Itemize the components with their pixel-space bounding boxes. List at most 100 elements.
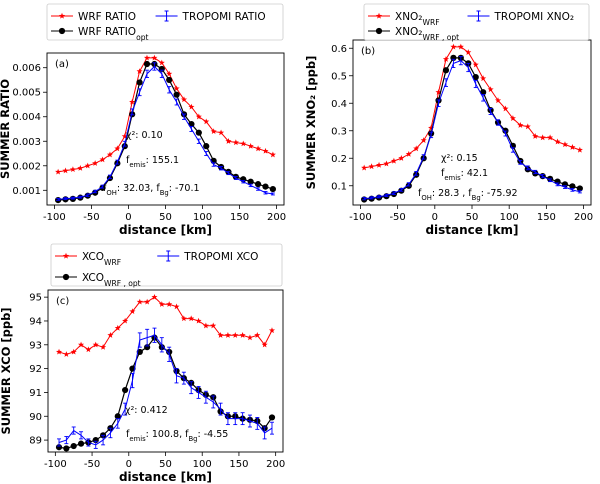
legend-entry: TROPOMI XNO₂: [467, 10, 574, 23]
x-tick-label: -50: [389, 212, 405, 223]
data-point: [195, 129, 202, 136]
legend: XCOWRF XCOWRF , opt TROPOMI XCO: [50, 243, 283, 288]
data-point: [114, 145, 121, 152]
data-point: [63, 351, 70, 357]
data-point: [240, 140, 247, 147]
data-point: [63, 445, 70, 452]
data-point: [524, 123, 531, 130]
data-point: [268, 414, 276, 421]
y-tick-label: 0.5: [331, 71, 347, 82]
data-point: [77, 440, 85, 447]
data-point: [502, 105, 509, 112]
data-point: [202, 322, 209, 329]
data-point: [232, 332, 239, 338]
legend-entry: XNO₂WRF: [368, 11, 440, 27]
annotation: fOH: 28.3 , fBg: -75.92: [418, 188, 518, 202]
panel-label: (a): [55, 59, 69, 70]
legend-label: XNO₂WRF: [395, 11, 440, 27]
data-point: [361, 164, 368, 171]
data-point: [143, 54, 151, 61]
y-tick-label: 0.6: [331, 44, 347, 55]
data-point: [218, 129, 225, 136]
data-point: [224, 332, 231, 338]
series-line: [364, 60, 580, 200]
legend-swatch-marker: [62, 252, 70, 259]
data-point: [517, 122, 524, 128]
x-axis-label: distance [km]: [119, 223, 212, 237]
data-point: [262, 147, 269, 154]
data-point: [232, 139, 239, 146]
y-tick-label: 0.005: [12, 88, 41, 99]
data-point: [472, 74, 479, 81]
data-point: [398, 155, 405, 161]
data-point: [129, 308, 136, 315]
data-point: [203, 143, 210, 150]
data-point: [217, 332, 224, 338]
x-tick-label: 50: [159, 459, 172, 470]
data-point: [129, 98, 136, 105]
annotation: χ²: 0.15: [441, 153, 478, 164]
y-axis-label: SUMMER XNO₂ [ppb]: [304, 56, 318, 190]
data-point: [210, 322, 217, 329]
x-tick-label: 0: [125, 212, 131, 223]
series-1: [55, 293, 276, 357]
x-tick-label: 150: [230, 212, 249, 223]
x-tick-label: 50: [159, 212, 172, 223]
legend-entry: TROPOMI RATIO: [155, 10, 266, 23]
x-tick-label: -50: [84, 459, 100, 470]
data-point: [151, 293, 158, 300]
data-point: [390, 157, 397, 164]
data-point: [195, 113, 202, 120]
x-tick-label: -50: [83, 212, 99, 223]
y-tick-label: 0.2: [331, 154, 347, 165]
data-point: [78, 341, 85, 348]
y-tick-label: 94: [29, 316, 42, 327]
legend-label: XCOWRF , opt: [82, 272, 141, 288]
data-point: [494, 97, 502, 104]
y-tick-label: 0.002: [12, 161, 41, 172]
data-point: [188, 103, 195, 110]
data-point: [554, 138, 561, 145]
y-tick-label: 90: [29, 412, 42, 423]
legend-label: XCOWRF: [82, 251, 121, 267]
legend-swatch-marker: [375, 27, 383, 35]
series-3: [57, 327, 274, 449]
legend-label: WRF RATIOopt: [78, 26, 148, 42]
series-1: [361, 43, 583, 171]
data-point: [254, 181, 262, 188]
y-tick-label: 95: [29, 293, 42, 304]
legend-entry: XCOWRF: [55, 251, 121, 267]
y-tick-label: 0.1: [331, 181, 347, 192]
data-point: [92, 341, 99, 348]
legend-label: XNO₂WRF , opt: [395, 26, 459, 42]
data-point: [188, 315, 195, 322]
data-point: [151, 54, 158, 61]
data-point: [55, 348, 63, 355]
data-point: [70, 442, 77, 450]
data-point: [255, 145, 262, 152]
data-point: [576, 185, 583, 192]
legend-entry: XCOWRF , opt: [55, 272, 141, 288]
data-point: [383, 160, 390, 167]
x-tick-label: -100: [43, 212, 66, 223]
x-axis-label: distance [km]: [119, 470, 212, 484]
legend-label: WRF RATIO: [78, 11, 136, 23]
data-point: [195, 317, 202, 324]
data-point: [239, 332, 246, 338]
annotation: χ²: 0.412: [125, 405, 168, 416]
data-point: [158, 301, 165, 307]
data-point: [247, 178, 254, 185]
panel-label: (c): [56, 296, 69, 307]
y-axis-label: SUMMER RATIO: [0, 79, 12, 179]
legend-label: TROPOMI XCO: [183, 251, 258, 263]
data-point: [405, 150, 412, 157]
data-point: [203, 118, 210, 125]
annotation: femis: 155.1: [126, 155, 179, 169]
data-point: [55, 168, 62, 175]
x-tick-label: -100: [44, 459, 67, 470]
data-point: [143, 60, 151, 68]
data-point: [225, 138, 232, 144]
data-point: [413, 145, 420, 152]
data-point: [180, 315, 187, 322]
data-point: [106, 151, 113, 158]
